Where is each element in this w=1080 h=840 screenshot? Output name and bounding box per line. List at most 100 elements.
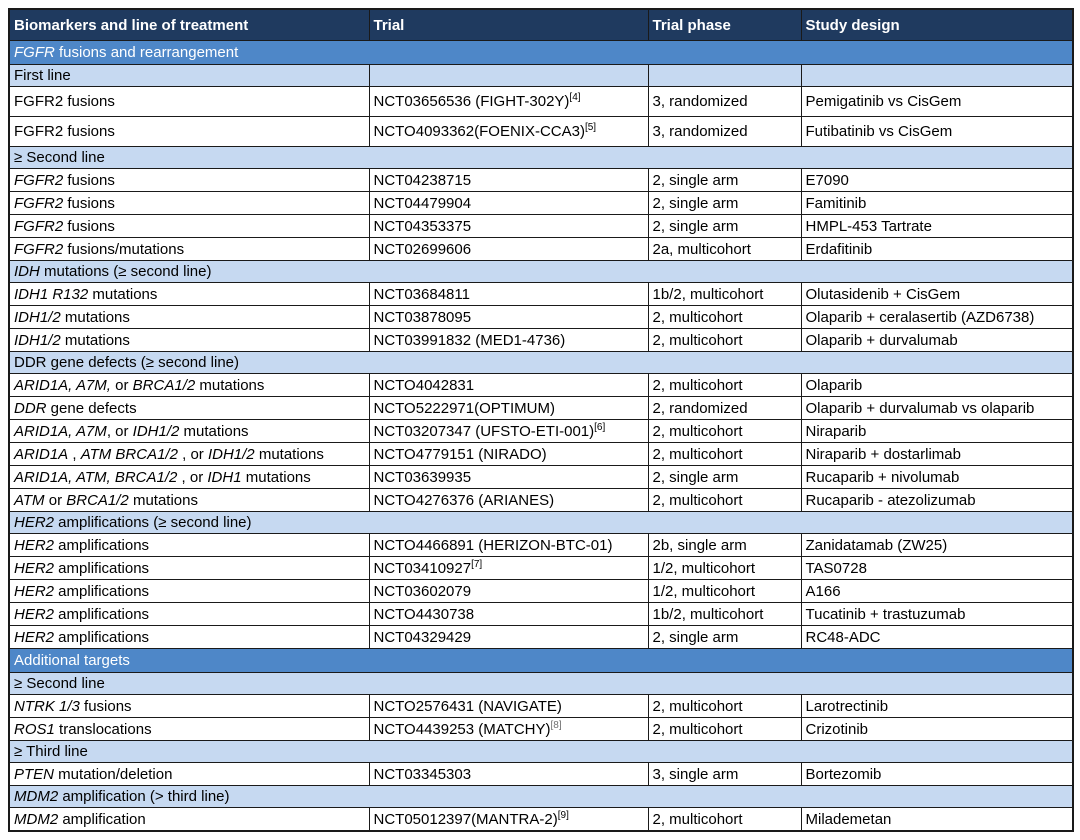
design-cell: Olaparib + ceralasertib (AZD6738) [800,305,1074,329]
trial-id: NCT03684811 [373,285,470,303]
phase-cell: 2, single arm [647,168,802,192]
phase-cell: 2, single arm [647,191,802,215]
biomarker-cell: ARID1A, A7M, or IDH1/2 mutations [8,419,370,443]
trial-cell: NCTO2576431 (NAVIGATE) [368,694,649,718]
trial-row: DDR gene defects NCTO5222971(OPTIMUM) 2, r… [8,396,1074,420]
phase-cell: 1b/2, multicohort [647,602,802,626]
trial-row: HER2 amplifications NCT03602079 1/2, multi… [8,579,1074,603]
trial-cell: NCT04329429 [368,625,649,649]
biomarker-cell: ROS1 translocations [8,717,370,741]
phase-cell: 2, multicohort [647,694,802,718]
subsection-label: First line [8,64,370,87]
trial-cell: NCTO4093362(FOENIX-CCA3)[5] [368,116,649,147]
trial-cell: NCT03878095 [368,305,649,329]
trial-row: IDH1 R132 mutations NCT03684811 1b/2, mult… [8,282,1074,306]
trial-row: HER2 amplifications NCT03410927[7] 1/2, mu… [8,556,1074,580]
design-cell: E7090 [800,168,1074,192]
section-row: FGFR fusions and rearrangement [8,40,1074,65]
citation-superscript: [5] [584,122,597,133]
trial-row: FGFR2 fusions NCT04238715 2, single arm E70… [8,168,1074,192]
design-cell: Niraparib [800,419,1074,443]
phase-cell: 2, single arm [647,625,802,649]
trial-id: NCT03602079 [373,582,472,600]
section-row: Additional targets [8,648,1074,673]
design-cell: Olutasidenib + CisGem [800,282,1074,306]
biomarker-cell: FGFR2 fusions [8,191,370,215]
phase-cell: 2, multicohort [647,419,802,443]
biomarker-cell: IDH1/2 mutations [8,328,370,352]
trial-cell: NCT03602079 [368,579,649,603]
trial-cell: NCTO4439253 (MATCHY)[8] [368,717,649,741]
trial-id: NCT03878095 [373,308,472,326]
design-cell: Tucatinib + trastuzumab [800,602,1074,626]
design-cell: Rucaparib - atezolizumab [800,488,1074,512]
design-cell: TAS0728 [800,556,1074,580]
trial-id: NCTO4093362(FOENIX-CCA3) [373,123,585,140]
phase-cell: 1b/2, multicohort [647,282,802,306]
table-header-row: Biomarkers and line of treatment Trial T… [8,8,1074,41]
design-cell: Larotrectinib [800,694,1074,718]
design-cell: HMPL-453 Tartrate [800,214,1074,238]
trial-row: HER2 amplifications NCTO4466891 (HERIZON-… [8,533,1074,557]
subsection-label: ≥ Second line [8,672,1074,695]
trial-row: HER2 amplifications NCTO4430738 1b/2, mult… [8,602,1074,626]
trial-row: ARID1A, A7M, or IDH1/2 mutations NCT03207… [8,419,1074,443]
trial-cell: NCT04479904 [368,191,649,215]
biomarker-cell: ATM or BRCA1/2 mutations [8,488,370,512]
design-cell: Olaparib + durvalumab vs olaparib [800,396,1074,420]
biomarker-cell: MDM2 amplification [8,807,370,832]
section-label: FGFR fusions and rearrangement [8,40,1074,65]
biomarker-cell: HER2 amplifications [8,579,370,603]
trial-id: NCT04353375 [373,217,472,235]
trial-cell: NCTO5222971(OPTIMUM) [368,396,649,420]
section-label: Additional targets [8,648,1074,673]
design-cell: Olaparib [800,373,1074,397]
design-cell: Famitinib [800,191,1074,215]
trial-cell: NCT04238715 [368,168,649,192]
trial-row: HER2 amplifications NCT04329429 2, single … [8,625,1074,649]
biomarker-cell: PTEN mutation/deletion [8,762,370,786]
phase-cell: 2, multicohort [647,807,802,832]
trial-row: ARID1A , ATM BRCA1/2 , or IDH1/2 mutatio… [8,442,1074,466]
phase-cell: 2, multicohort [647,328,802,352]
subsection-row: First line [8,64,1074,87]
trial-row: MDM2 amplification NCT05012397(MANTRA-2)[… [8,807,1074,832]
trial-row: FGFR2 fusions/mutations NCT02699606 2a, mu… [8,237,1074,261]
biomarker-cell: FGFR2 fusions [8,116,370,147]
subsection-row: ≥ Second line [8,672,1074,695]
empty-cell [647,64,802,87]
trial-cell: NCT04353375 [368,214,649,238]
subsection-row: DDR gene defects (≥ second line) [8,351,1074,374]
trial-id: NCT03656536 (FIGHT-302Y) [373,93,570,110]
clinical-trials-table: Biomarkers and line of treatment Trial T… [8,8,1074,832]
subsection-row: IDH mutations (≥ second line) [8,260,1074,283]
trial-cell: NCTO4779151 (NIRADO) [368,442,649,466]
trial-cell: NCTO4430738 [368,602,649,626]
design-cell: Olaparib + durvalumab [800,328,1074,352]
biomarker-cell: IDH1 R132 mutations [8,282,370,306]
phase-cell: 2, multicohort [647,442,802,466]
subsection-row: HER2 amplifications (≥ second line) [8,511,1074,534]
subsection-label: MDM2 amplification (> third line) [8,785,1074,808]
biomarker-cell: FGFR2 fusions [8,86,370,117]
trial-row: ARID1A, A7M, or BRCA1/2 mutations NCTO404… [8,373,1074,397]
phase-cell: 3, randomized [647,116,802,147]
biomarker-cell: HER2 amplifications [8,625,370,649]
citation-superscript: [7] [471,558,483,570]
phase-cell: 2, multicohort [647,305,802,329]
phase-cell: 2, randomized [647,396,802,420]
citation-superscript: [8] [550,719,562,731]
trial-row: FGFR2 fusions NCT04479904 2, single arm Fam… [8,191,1074,215]
biomarker-cell: ARID1A, A7M, or BRCA1/2 mutations [8,373,370,397]
trial-id: NCT03345303 [373,765,472,783]
design-cell: Futibatinib vs CisGem [800,116,1074,147]
trial-cell: NCT03656536 (FIGHT-302Y)[4] [368,86,649,117]
subsection-row: MDM2 amplification (> third line) [8,785,1074,808]
subsection-label: HER2 amplifications (≥ second line) [8,511,1074,534]
biomarker-cell: HER2 amplifications [8,602,370,626]
phase-cell: 2, single arm [647,214,802,238]
design-cell: Erdafitinib [800,237,1074,261]
citation-superscript: [9] [557,809,569,821]
citation-superscript: [4] [569,92,581,103]
trial-id: NCTO4276376 (ARIANES) [373,491,555,509]
